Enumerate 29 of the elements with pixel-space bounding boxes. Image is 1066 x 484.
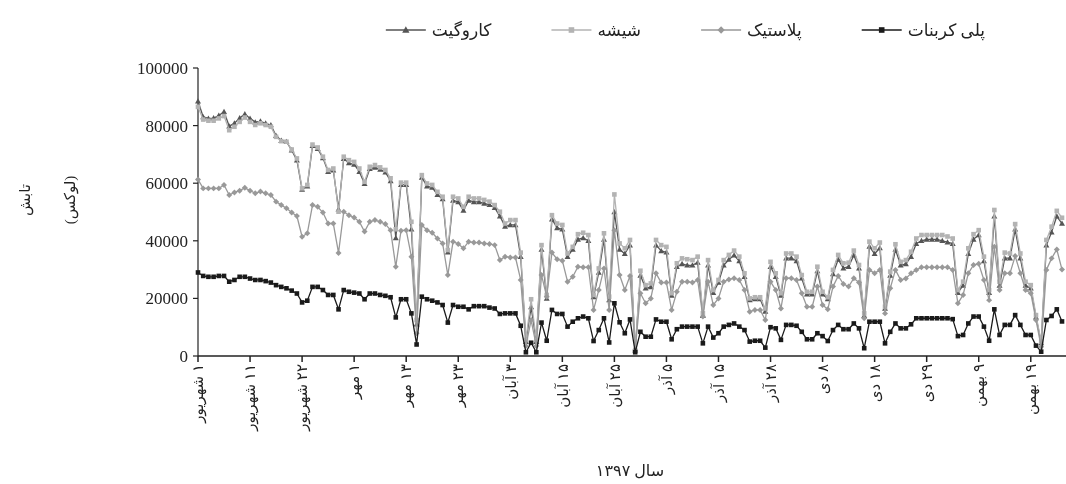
x-tick-label: ۱۳ مهر xyxy=(398,364,416,409)
x-tick-label: ۲۹ دی xyxy=(918,364,935,403)
x-tick-label: ۵ آذر xyxy=(657,364,676,395)
x-tick-label: ۱ مهر xyxy=(346,364,364,401)
x-tick-label: ۱۵ آذر xyxy=(709,364,728,403)
x-tick-label: ۱۱ شهریور xyxy=(242,364,260,432)
legend-label: پلاستیک xyxy=(747,20,802,41)
x-tick-label: ۱۸ دی xyxy=(866,364,883,403)
x-tick-label: ۱۹ بهمن xyxy=(1023,364,1041,416)
x-tick-label: ۲۳ مهر xyxy=(450,364,468,409)
x-tick-label: ۱۵ آبان xyxy=(553,364,571,408)
y-tick-label: 20000 xyxy=(145,289,188,309)
x-axis-title: سال ۱۳۹۷ xyxy=(595,462,665,479)
x-tick-label: ۲۲ شهریور xyxy=(294,364,312,432)
y-tick-label: 80000 xyxy=(145,116,188,136)
x-tick-label: ۳ آبان xyxy=(501,364,519,400)
y-tick-label: 0 xyxy=(179,346,188,366)
y-tick-label: 40000 xyxy=(145,231,188,251)
text: تابش (لوکس) xyxy=(17,175,79,225)
x-tick-label: ۹ بهمن xyxy=(970,364,988,407)
legend-label: کاروگیت xyxy=(431,19,493,40)
y-tick-label: 60000 xyxy=(145,174,188,194)
x-tick-label: ۲۵ آبان xyxy=(605,364,623,408)
legend-label: پلی کربنات xyxy=(907,20,986,41)
x-tick-label: ۸ دی xyxy=(814,364,831,395)
x-tick-label: ۱ شهریور xyxy=(190,364,208,424)
legend-label: شیشه xyxy=(597,20,642,40)
y-tick-label: 100000 xyxy=(137,58,188,78)
x-tick-label: ۲۸ آذر xyxy=(761,364,780,403)
